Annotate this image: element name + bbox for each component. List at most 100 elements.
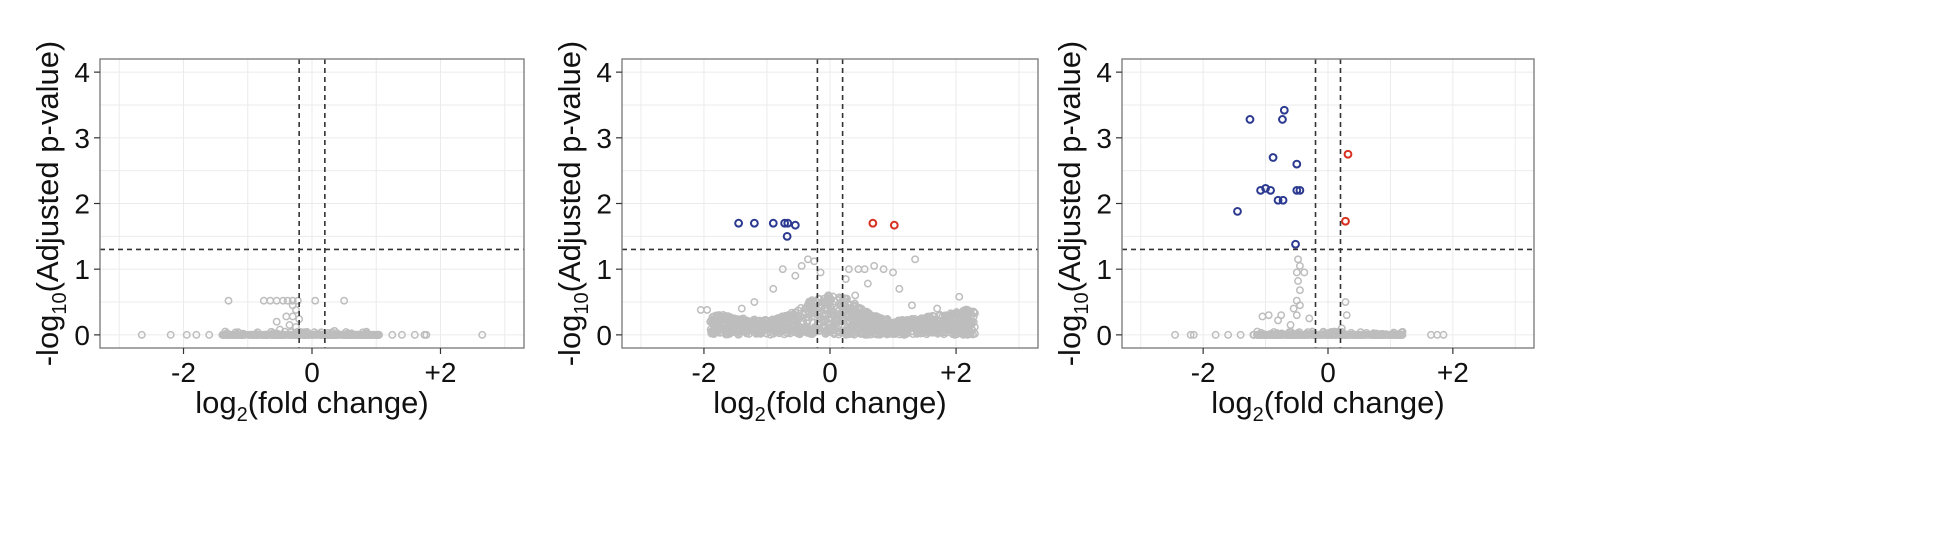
point-gene — [1391, 330, 1400, 339]
point-gene — [828, 311, 837, 319]
point-gene — [288, 296, 297, 305]
point-gene — [696, 305, 705, 314]
point-gene — [791, 271, 800, 280]
point-gene — [1186, 330, 1195, 339]
point-gene — [166, 330, 175, 339]
point-gene — [1300, 268, 1309, 277]
point-gene — [933, 304, 942, 313]
point-gene — [356, 330, 364, 339]
point-gene — [250, 330, 259, 339]
point-up-regulated — [1343, 149, 1353, 159]
point-gene — [850, 330, 859, 339]
y-axis-label: -log10(Adjusted p-value) — [30, 41, 71, 367]
point-gene — [844, 309, 852, 317]
point-gene — [266, 296, 275, 305]
point-gene — [218, 330, 227, 339]
point-gene — [1292, 268, 1301, 277]
point-gene — [794, 311, 803, 320]
point-gene — [1294, 277, 1302, 285]
point-gene — [1315, 330, 1323, 339]
point-gene — [797, 261, 806, 270]
point-gene — [905, 323, 914, 332]
point-gene — [1289, 304, 1298, 313]
point-gene — [863, 279, 872, 288]
point-gene — [784, 325, 793, 334]
point-gene — [1295, 301, 1304, 310]
y-tick-label: 3 — [1096, 123, 1112, 154]
point-gene — [907, 301, 916, 310]
point-gene — [235, 330, 244, 339]
point-gene — [737, 304, 746, 313]
point-gene — [1272, 330, 1281, 339]
point-gene — [856, 312, 865, 321]
point-gene — [1274, 316, 1283, 325]
point-gene — [932, 324, 941, 333]
point-gene — [769, 284, 778, 293]
y-tick-label: 2 — [596, 189, 612, 220]
point-gene — [846, 300, 855, 309]
point-gene — [950, 329, 959, 338]
point-gene — [293, 296, 302, 305]
point-gene — [1439, 330, 1448, 339]
point-gene — [1374, 330, 1383, 339]
point-gene — [889, 268, 897, 277]
point-gene — [259, 296, 268, 305]
point-gene — [854, 325, 862, 334]
point-gene — [893, 318, 902, 327]
point-down-regulated — [1292, 159, 1302, 169]
point-gene — [1337, 324, 1346, 333]
point-gene — [282, 312, 291, 321]
point-gene — [205, 330, 214, 339]
point-down-regulated — [768, 218, 778, 228]
point-gene — [758, 317, 767, 326]
point-gene — [957, 324, 966, 333]
point-gene — [959, 308, 968, 317]
y-tick-label: 2 — [1096, 189, 1112, 220]
point-gene — [772, 324, 780, 333]
point-up-regulated — [868, 218, 878, 228]
point-gene — [272, 317, 281, 326]
point-gene — [803, 255, 812, 264]
point-gene — [192, 330, 201, 339]
point-gene — [951, 327, 960, 336]
point-gene — [1294, 330, 1302, 339]
point-down-regulated — [734, 218, 744, 228]
y-axis-label: -log10(Adjusted p-value) — [552, 41, 593, 367]
point-gene — [343, 330, 352, 339]
point-down-regulated — [1278, 115, 1287, 124]
point-gene — [1305, 314, 1314, 323]
point-gene — [1294, 255, 1302, 264]
point-gene — [370, 330, 379, 339]
point-down-regulated — [1292, 185, 1302, 195]
point-gene — [272, 296, 281, 305]
point-gene — [951, 313, 960, 322]
point-gene — [964, 317, 973, 326]
point-gene — [774, 315, 783, 324]
point-down-regulated — [1245, 115, 1255, 124]
point-gene — [750, 298, 759, 306]
point-gene — [1341, 298, 1350, 306]
grid — [1122, 59, 1534, 348]
point-gene — [330, 326, 339, 335]
point-gene — [1236, 330, 1245, 339]
point-gene — [275, 330, 284, 339]
point-gene — [897, 320, 906, 328]
point-gene — [1342, 311, 1351, 320]
point-gene — [264, 330, 273, 339]
point-gene — [1290, 330, 1299, 339]
point-gene — [1276, 330, 1285, 339]
panel-3: -2 0 +2 0 1 2 3 4 log2(fold change) -log10(Adjust… — [1052, 41, 1535, 426]
y-tick-label: 3 — [596, 123, 612, 154]
point-gene — [1360, 330, 1369, 339]
point-gene — [1263, 330, 1272, 339]
point-gene — [1171, 330, 1180, 339]
point-gene — [337, 330, 346, 339]
x-axis-label: log2(fold change) — [195, 385, 428, 426]
y-tick-label: 3 — [74, 123, 90, 154]
point-gene — [304, 330, 312, 339]
point-gene — [913, 329, 921, 338]
points — [1171, 105, 1448, 339]
point-gene — [879, 265, 888, 274]
point-gene — [285, 321, 294, 329]
x-tick-label: 0 — [1320, 357, 1336, 388]
